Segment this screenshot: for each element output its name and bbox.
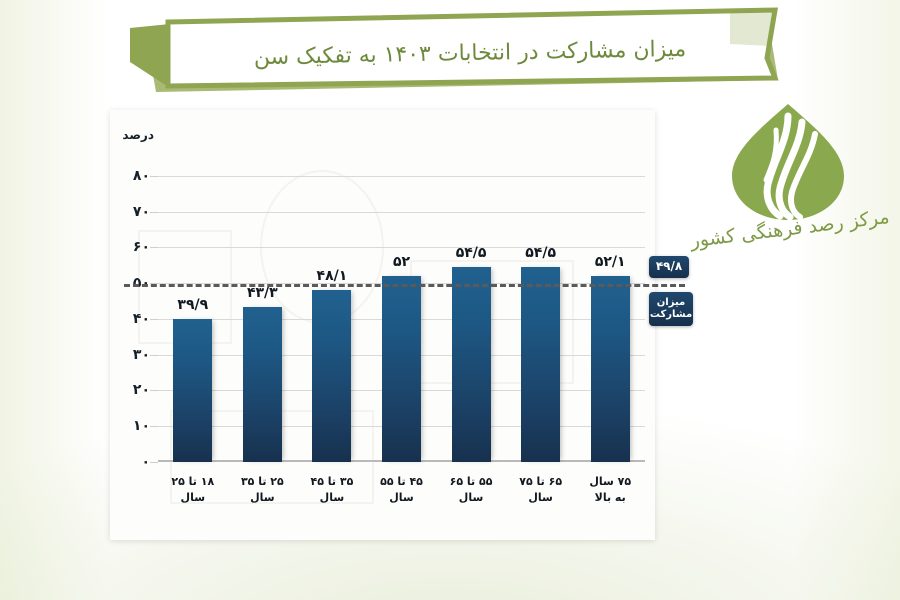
bar [173, 319, 213, 462]
y-axis-tick-label: ۶۰ [132, 239, 150, 256]
y-axis-title: درصد [122, 128, 154, 142]
gridline [158, 211, 645, 213]
x-label-line-1: ۴۵ تا ۵۵ [380, 475, 423, 488]
y-axis-tick-mark [150, 247, 158, 249]
x-axis-label: ۴۵ تا ۵۵ سال [380, 474, 423, 506]
average-reference-line [124, 283, 685, 287]
chart-card: درصد ۰ ۱۰ ۲۰ ۳۰ ۴۰ ۵۰ ۶۰ ۷۰ ۸۰ ۳۹/۹ ۴۳/۳ ۴۸/۱ ۵۲ ۵۴/… [110, 110, 693, 540]
bar [382, 276, 421, 462]
x-label-line-1: ۵۵ تا ۶۵ [449, 475, 493, 488]
y-axis-tick-label: ۴۰ [132, 310, 150, 327]
x-label-line-2: سال [180, 490, 206, 504]
y-axis-tick-mark [150, 426, 158, 428]
plot-area: درصد ۰ ۱۰ ۲۰ ۳۰ ۴۰ ۵۰ ۶۰ ۷۰ ۸۰ ۳۹/۹ ۴۳/۳ ۴۸/۱ ۵۲ ۵۴/… [122, 128, 693, 504]
bar [590, 275, 630, 462]
x-label-line-2: به بالا [594, 490, 626, 504]
x-label-line-2: سال [528, 490, 553, 504]
x-label-line-1: ۳۵ تا ۴۵ [310, 475, 354, 488]
bar [451, 267, 491, 462]
bar-value-label: ۴۳/۳ [246, 285, 278, 302]
y-axis-tick-label: ۵۰ [132, 275, 150, 292]
bar [312, 289, 352, 462]
x-axis-label: ۲۵ تا ۳۵ سال [241, 474, 284, 506]
bar [242, 307, 282, 462]
title-ribbon: میزان مشارکت در انتخابات ۱۴۰۳ به تفکیک س… [130, 6, 780, 96]
bar-value-label: ۵۲ [392, 254, 411, 271]
y-axis-tick-mark [150, 283, 158, 285]
x-label-line-1: ۱۸ تا ۲۵ [171, 475, 215, 488]
x-label-line-2: سال [458, 490, 484, 504]
y-axis-tick-mark [150, 175, 158, 177]
y-axis-tick-label: ۷۰ [132, 203, 150, 220]
x-label-line-2: سال [319, 490, 345, 504]
x-axis-label: ۷۵ سال به بالا [589, 474, 631, 506]
bar [521, 267, 561, 462]
x-label-line-1: ۲۵ تا ۳۵ [240, 475, 284, 488]
average-value-badge: ۴۹/۸ [649, 255, 689, 278]
x-label-line-2: سال [250, 490, 275, 504]
x-label-line-1: ۷۵ سال [589, 475, 632, 488]
y-axis-tick-label: ۰ [141, 454, 150, 470]
y-axis-tick-label: ۲۰ [132, 382, 150, 399]
y-axis-tick-label: ۸۰ [132, 167, 150, 184]
bar-value-label: ۵۲/۱ [594, 253, 626, 270]
bar-value-label: ۵۴/۵ [455, 245, 487, 262]
y-axis-tick-mark [150, 354, 158, 356]
leaf-flame-icon [732, 104, 844, 221]
x-axis-label: ۱۸ تا ۲۵ سال [171, 474, 214, 506]
y-axis-tick-mark [150, 211, 158, 213]
y-axis-tick-label: ۱۰ [132, 418, 150, 435]
bar-value-label: ۵۴/۵ [525, 245, 557, 262]
y-axis-tick-label: ۳۰ [132, 346, 150, 363]
y-axis-tick-mark [150, 318, 158, 320]
ribbon-shape [130, 7, 779, 92]
x-label-line-2: سال [389, 490, 414, 504]
x-label-line-1: ۶۵ تا ۷۵ [519, 475, 563, 488]
y-axis-tick-mark [150, 462, 158, 463]
organization-logo: مرکز رصد فرهنگی کشور [689, 100, 891, 275]
average-caption-badge: میزان مشارکت [649, 291, 693, 326]
x-axis-label: ۶۵ تا ۷۵ سال [519, 474, 562, 506]
bar-value-label: ۴۸/۱ [316, 267, 348, 284]
y-axis-tick-mark [150, 390, 158, 392]
gridline [158, 247, 645, 249]
gridline [158, 175, 645, 177]
x-axis-label: ۳۵ تا ۴۵ سال [311, 474, 354, 506]
bar-value-label: ۳۹/۹ [177, 297, 209, 314]
x-axis-label: ۵۵ تا ۶۵ سال [450, 474, 493, 506]
